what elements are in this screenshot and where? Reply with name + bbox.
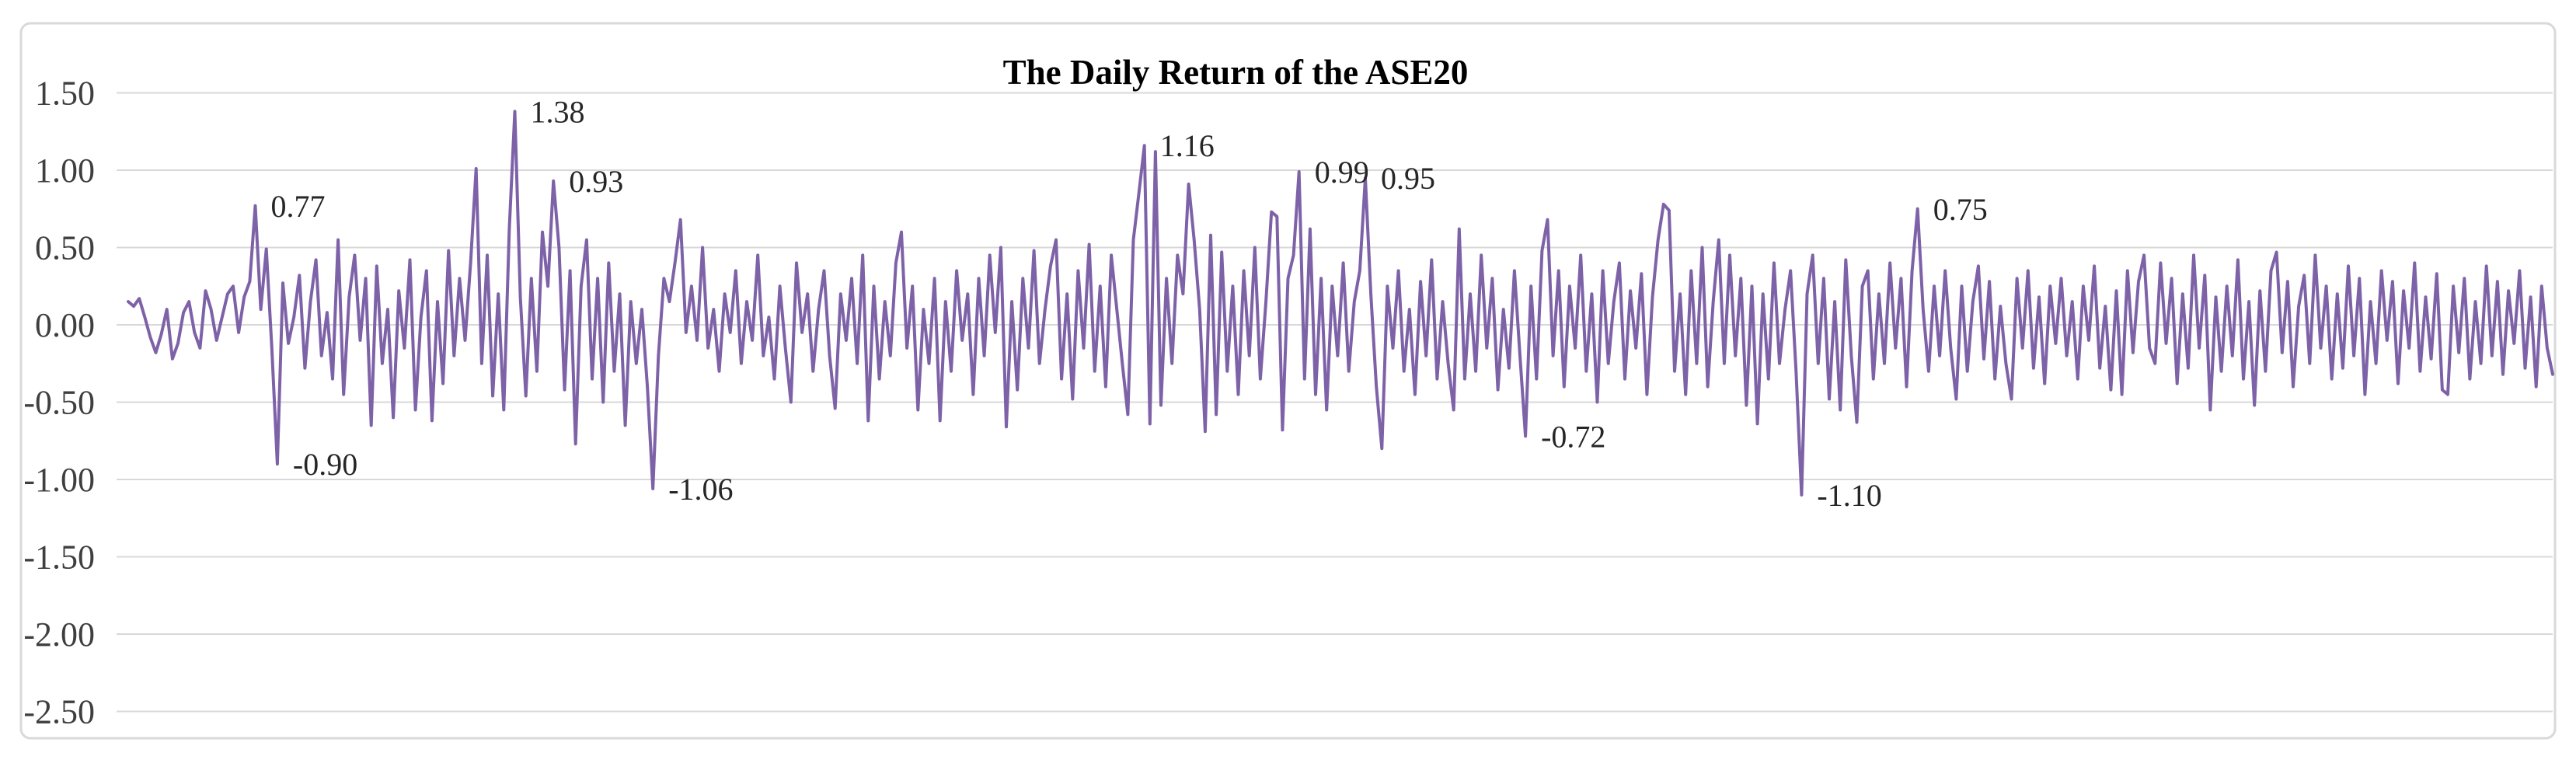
y-tick--1.50: -1.50 (23, 539, 95, 577)
y-tick--2.00: -2.00 (23, 615, 95, 654)
y-tick-1.50: 1.50 (35, 75, 95, 113)
chart-frame (19, 22, 2557, 740)
y-tick-0.00: 0.00 (35, 306, 95, 344)
chart-title: The Daily Return of the ASE20 (1003, 53, 1469, 92)
data-label--0.72: -0.72 (1541, 419, 1605, 454)
data-label--1.06: -1.06 (668, 472, 733, 507)
y-tick--0.50: -0.50 (23, 384, 95, 422)
data-label-1.38: 1.38 (531, 94, 585, 129)
data-label-1.16: 1.16 (1160, 128, 1215, 163)
data-label--0.90: -0.90 (293, 447, 357, 482)
data-label-0.95: 0.95 (1381, 161, 1435, 196)
y-tick-1.00: 1.00 (35, 152, 95, 190)
data-label-0.77: 0.77 (271, 189, 326, 224)
data-label-0.93: 0.93 (569, 164, 623, 199)
data-label--1.10: -1.10 (1817, 478, 1881, 513)
y-tick-labels: 1.50 1.00 0.50 0.00 -0.50 -1.00 -1.50 -2.00 -2.5… (23, 75, 95, 731)
data-label-0.99: 0.99 (1315, 155, 1369, 190)
return-series-line (127, 110, 2554, 497)
data-label-0.75: 0.75 (1933, 192, 1988, 227)
y-tick--2.50: -2.50 (23, 693, 95, 731)
y-tick-0.50: 0.50 (35, 229, 95, 267)
y-tick--1.00: -1.00 (23, 461, 95, 499)
peak-value-labels: 0.77 -0.90 1.38 0.93 -1.06 1.16 0.99 0.95 -0.72 -… (271, 94, 1988, 513)
